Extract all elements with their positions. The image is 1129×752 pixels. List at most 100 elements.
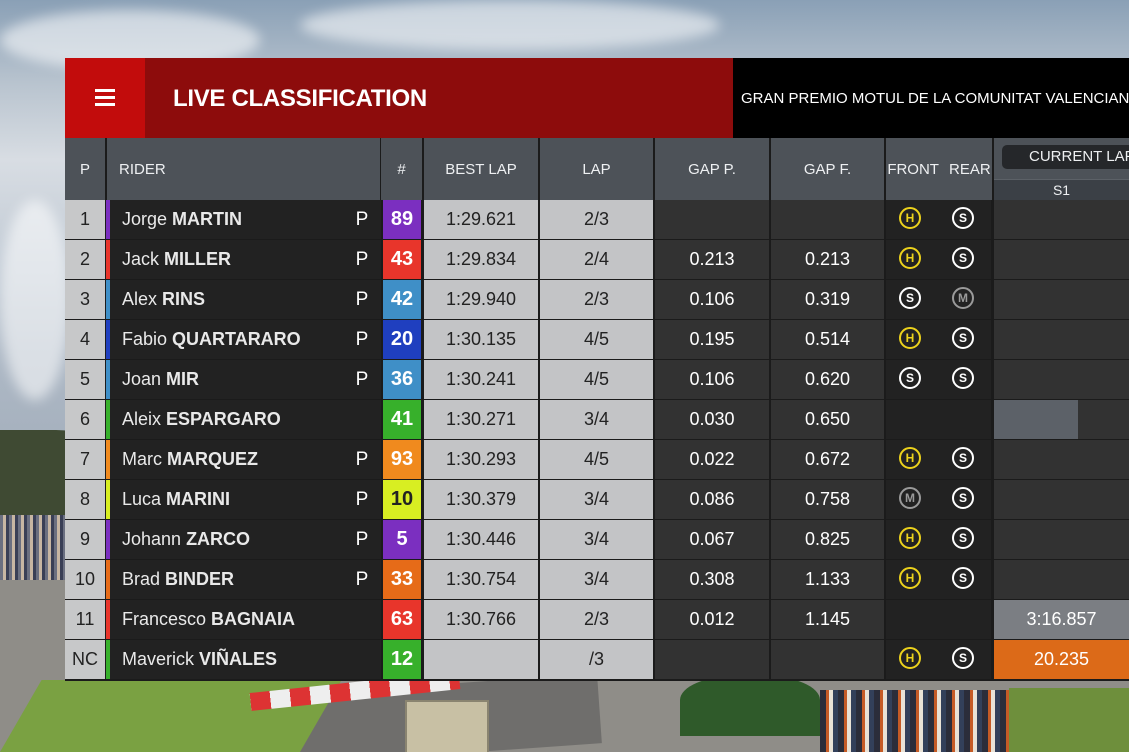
table-row[interactable]: 3 Alex RINS P 42 1:29.940 2/3 0.106 0.319… — [65, 280, 1129, 320]
lap-cell: 3/4 — [540, 560, 653, 599]
lap-cell: 3/4 — [540, 520, 653, 559]
rider-first-name: Fabio — [122, 329, 168, 349]
team-color-bar — [106, 240, 110, 279]
position-cell: 2 — [65, 240, 105, 279]
rider-cell[interactable]: Maverick VIÑALES — [110, 640, 381, 679]
gap-first-cell: 0.758 — [771, 480, 884, 519]
table-row[interactable]: 6 Aleix ESPARGARO 41 1:30.271 3/4 0.030 0… — [65, 400, 1129, 440]
rider-cell[interactable]: Brad BINDER — [110, 560, 381, 599]
team-color-bar — [106, 320, 110, 359]
col-position: P — [65, 138, 105, 200]
rider-number-badge: 36 — [383, 360, 421, 399]
tyre-soft-icon: S — [952, 327, 974, 349]
table-row[interactable]: 9 Johann ZARCO P 5 1:30.446 3/4 0.067 0.8… — [65, 520, 1129, 560]
col-lap: LAP — [540, 138, 653, 200]
rider-number-badge: 12 — [383, 640, 421, 679]
gap-previous-cell — [655, 640, 769, 679]
table-row[interactable]: 4 Fabio QUARTARARO P 20 1:30.135 4/5 0.19… — [65, 320, 1129, 360]
table-row[interactable]: 2 Jack MILLER P 43 1:29.834 2/4 0.213 0.2… — [65, 240, 1129, 280]
table-row[interactable]: 5 Joan MIR P 36 1:30.241 4/5 0.106 0.620 … — [65, 360, 1129, 400]
rider-cell[interactable]: Fabio QUARTARARO — [110, 320, 381, 359]
tyre-medium-icon: M — [952, 287, 974, 309]
grandstand — [0, 515, 70, 585]
rider-cell[interactable]: Francesco BAGNAIA — [110, 600, 381, 639]
rider-last-name: ESPARGARO — [166, 409, 281, 429]
lap-cell: 3/4 — [540, 400, 653, 439]
rider-number-badge: 42 — [383, 280, 421, 319]
rider-cell[interactable]: Luca MARINI — [110, 480, 381, 519]
pit-indicator: P — [355, 448, 369, 470]
rider-last-name: RINS — [162, 289, 206, 309]
rider-number-badge: 20 — [383, 320, 421, 359]
current-lap-cell: 20.235 — [994, 640, 1129, 679]
rider-cell[interactable]: Johann ZARCO — [110, 520, 381, 559]
current-lap-value: 3:16.857 — [1026, 609, 1097, 629]
gap-previous-cell: 0.106 — [655, 360, 769, 399]
pit-indicator — [349, 600, 375, 639]
table-row[interactable]: 7 Marc MARQUEZ P 93 1:30.293 4/5 0.022 0.… — [65, 440, 1129, 480]
menu-button[interactable] — [65, 58, 153, 138]
gap-first-cell: 1.145 — [771, 600, 884, 639]
current-lap-cell — [994, 280, 1129, 319]
rider-first-name: Johann — [122, 529, 182, 549]
gap-first-cell: 0.319 — [771, 280, 884, 319]
rider-cell[interactable]: Aleix ESPARGARO — [110, 400, 381, 439]
best-lap-cell — [424, 640, 538, 679]
current-lap-button[interactable]: CURRENT LAP — [1002, 145, 1129, 169]
cloud — [300, 0, 720, 50]
team-color-bar — [106, 400, 110, 439]
tyre-soft-icon: S — [899, 287, 921, 309]
rider-cell[interactable]: Alex RINS — [110, 280, 381, 319]
col-rear: REAR — [948, 160, 991, 178]
table-row[interactable]: 10 Brad BINDER P 33 1:30.754 3/4 0.308 1.… — [65, 560, 1129, 600]
best-lap-cell: 1:30.766 — [424, 600, 538, 639]
rider-last-name: MIR — [166, 369, 200, 389]
gap-first-cell: 0.672 — [771, 440, 884, 479]
gap-first-cell: 0.213 — [771, 240, 884, 279]
rider-number-badge: 63 — [383, 600, 421, 639]
tyre-hard-icon: H — [899, 527, 921, 549]
rider-last-name: MILLER — [164, 249, 232, 269]
table-row[interactable]: 8 Luca MARINI P 10 1:30.379 3/4 0.086 0.7… — [65, 480, 1129, 520]
pit-indicator: P — [355, 368, 369, 390]
rider-last-name: BAGNAIA — [211, 609, 296, 629]
tyre-hard-icon: H — [899, 447, 921, 469]
col-gap-first: GAP F. — [771, 138, 884, 200]
best-lap-cell: 1:29.621 — [424, 200, 538, 239]
rider-cell[interactable]: Jack MILLER — [110, 240, 381, 279]
gap-previous-cell: 0.213 — [655, 240, 769, 279]
best-lap-cell: 1:30.293 — [424, 440, 538, 479]
gap-previous-cell: 0.030 — [655, 400, 769, 439]
col-sector-1: S1 — [994, 179, 1129, 201]
rider-cell[interactable]: Marc MARQUEZ — [110, 440, 381, 479]
best-lap-cell: 1:30.379 — [424, 480, 538, 519]
best-lap-cell: 1:30.241 — [424, 360, 538, 399]
table-row[interactable]: 11 Francesco BAGNAIA 63 1:30.766 2/3 0.01… — [65, 600, 1129, 640]
tyre-hard-icon: H — [899, 647, 921, 669]
pit-indicator: P — [355, 528, 369, 550]
rider-cell[interactable]: Joan MIR — [110, 360, 381, 399]
gap-first-cell — [771, 200, 884, 239]
best-lap-cell: 1:30.271 — [424, 400, 538, 439]
lap-cell: 2/3 — [540, 600, 653, 639]
team-color-bar — [106, 200, 110, 239]
position-cell: 11 — [65, 600, 105, 639]
rider-cell[interactable]: Jorge MARTIN — [110, 200, 381, 239]
position-cell: 5 — [65, 360, 105, 399]
crowd — [820, 690, 1010, 752]
pit-indicator: P — [355, 288, 369, 310]
rider-number-badge: 10 — [383, 480, 421, 519]
title-band: LIVE CLASSIFICATION — [145, 58, 733, 138]
tyres-cell — [886, 400, 991, 439]
tyre-soft-icon: S — [952, 647, 974, 669]
current-lap-cell — [994, 400, 1129, 439]
gap-previous-cell: 0.308 — [655, 560, 769, 599]
col-number: # — [381, 138, 422, 200]
team-color-bar — [106, 520, 110, 559]
